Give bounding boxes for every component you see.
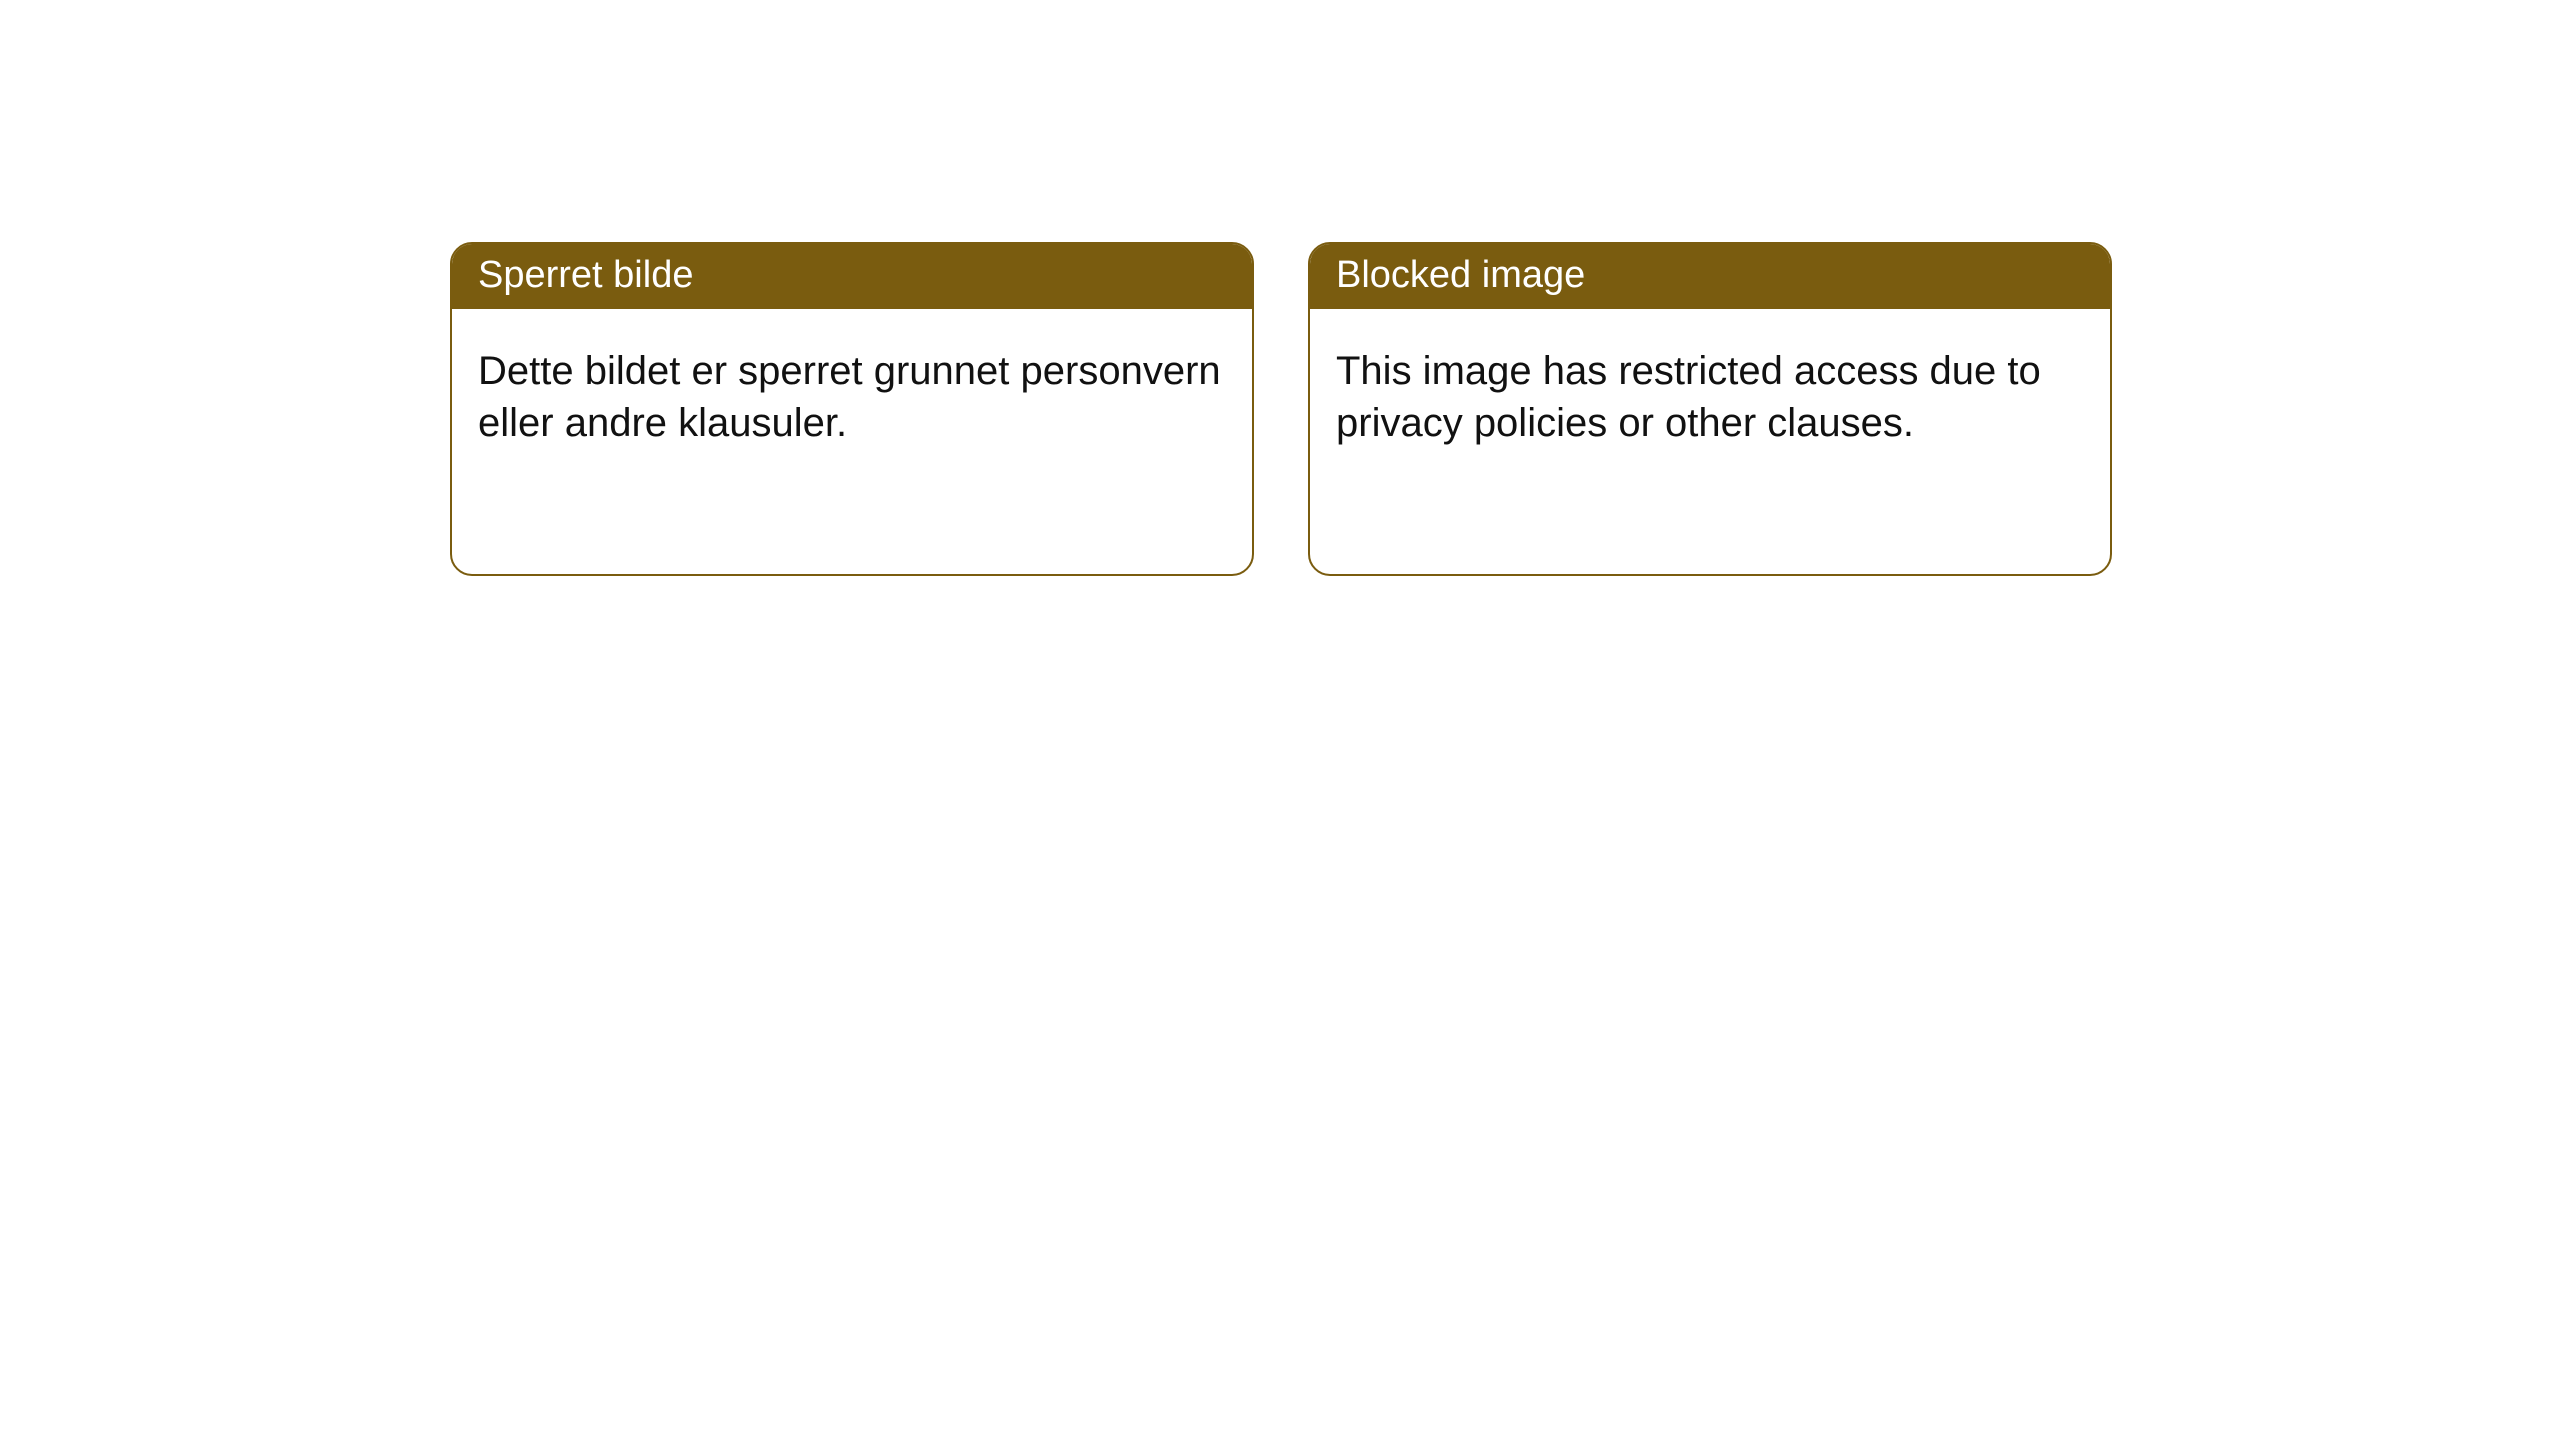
notice-container: Sperret bilde Dette bildet er sperret gr… [0,0,2560,576]
card-title: Blocked image [1336,254,1585,296]
card-title: Sperret bilde [478,254,693,296]
card-header: Blocked image [1310,244,2110,309]
blocked-image-card-en: Blocked image This image has restricted … [1308,242,2112,576]
blocked-image-card-no: Sperret bilde Dette bildet er sperret gr… [450,242,1254,576]
card-body: This image has restricted access due to … [1310,309,2110,475]
card-message: This image has restricted access due to … [1336,349,2041,445]
card-message: Dette bildet er sperret grunnet personve… [478,349,1221,445]
card-body: Dette bildet er sperret grunnet personve… [452,309,1252,475]
card-header: Sperret bilde [452,244,1252,309]
